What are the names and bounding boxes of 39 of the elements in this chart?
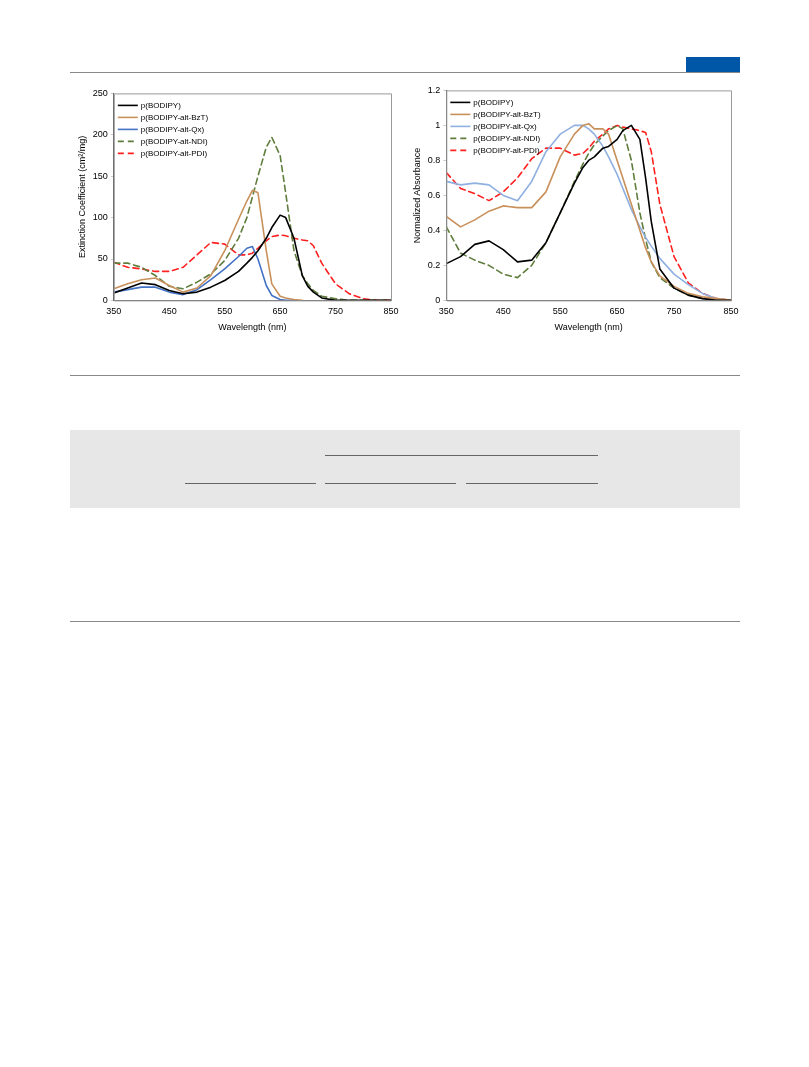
x-tick-label: 450 [495, 306, 511, 317]
legend-label: p(BODIPY) [473, 97, 514, 107]
y-tick-label: 150 [92, 170, 108, 181]
x-tick-label: 650 [272, 306, 288, 317]
legend-label: p(BODIPY) [140, 100, 182, 110]
y-tick-label: 0.8 [427, 154, 441, 165]
x-tick-label: 350 [438, 306, 454, 317]
y-tick-label: 1.2 [427, 84, 441, 95]
legend-label: p(BODIPY-alt-BzT) [140, 112, 209, 122]
y-axis-title: Extinction Coefficient (cm²/mg) [76, 135, 87, 259]
legend-label: p(BODIPY-alt-NDI) [473, 133, 541, 143]
y-tick-label: 100 [92, 212, 108, 223]
y-tick-label: 0 [102, 294, 108, 305]
x-tick-label: 650 [609, 306, 625, 317]
y-tick-label: 0.6 [427, 189, 441, 200]
y-tick-label: 0.4 [427, 224, 441, 235]
x-tick-label: 850 [723, 306, 739, 317]
x-tick-label: 550 [552, 306, 568, 317]
legend-label: p(BODIPY-alt-PDI) [473, 145, 541, 155]
y-axis-title: Normalized Absorbance [411, 147, 422, 244]
x-tick-label: 750 [666, 306, 682, 317]
y-tick-label: 200 [92, 129, 108, 140]
y-tick-label: 0 [435, 294, 441, 305]
x-tick-label: 850 [383, 306, 399, 317]
y-tick-label: 250 [92, 87, 108, 98]
x-tick-label: 350 [106, 306, 122, 317]
x-tick-label: 550 [217, 306, 233, 317]
x-axis-title: Wavelength (nm) [554, 322, 623, 333]
legend-label: p(BODIPY-alt-Qx) [473, 121, 537, 131]
y-tick-label: 0.2 [427, 259, 441, 270]
x-tick-label: 450 [161, 306, 177, 317]
x-tick-label: 750 [328, 306, 344, 317]
legend-label: p(BODIPY-alt-BzT) [473, 109, 541, 119]
y-tick-label: 1 [435, 119, 441, 130]
legend-label: p(BODIPY-alt-NDI) [140, 136, 208, 146]
x-axis-title: Wavelength (nm) [218, 322, 287, 333]
y-tick-label: 50 [97, 253, 108, 264]
legend-label: p(BODIPY-alt-PDI) [140, 148, 208, 158]
legend-label: p(BODIPY-alt-Qx) [140, 124, 205, 134]
